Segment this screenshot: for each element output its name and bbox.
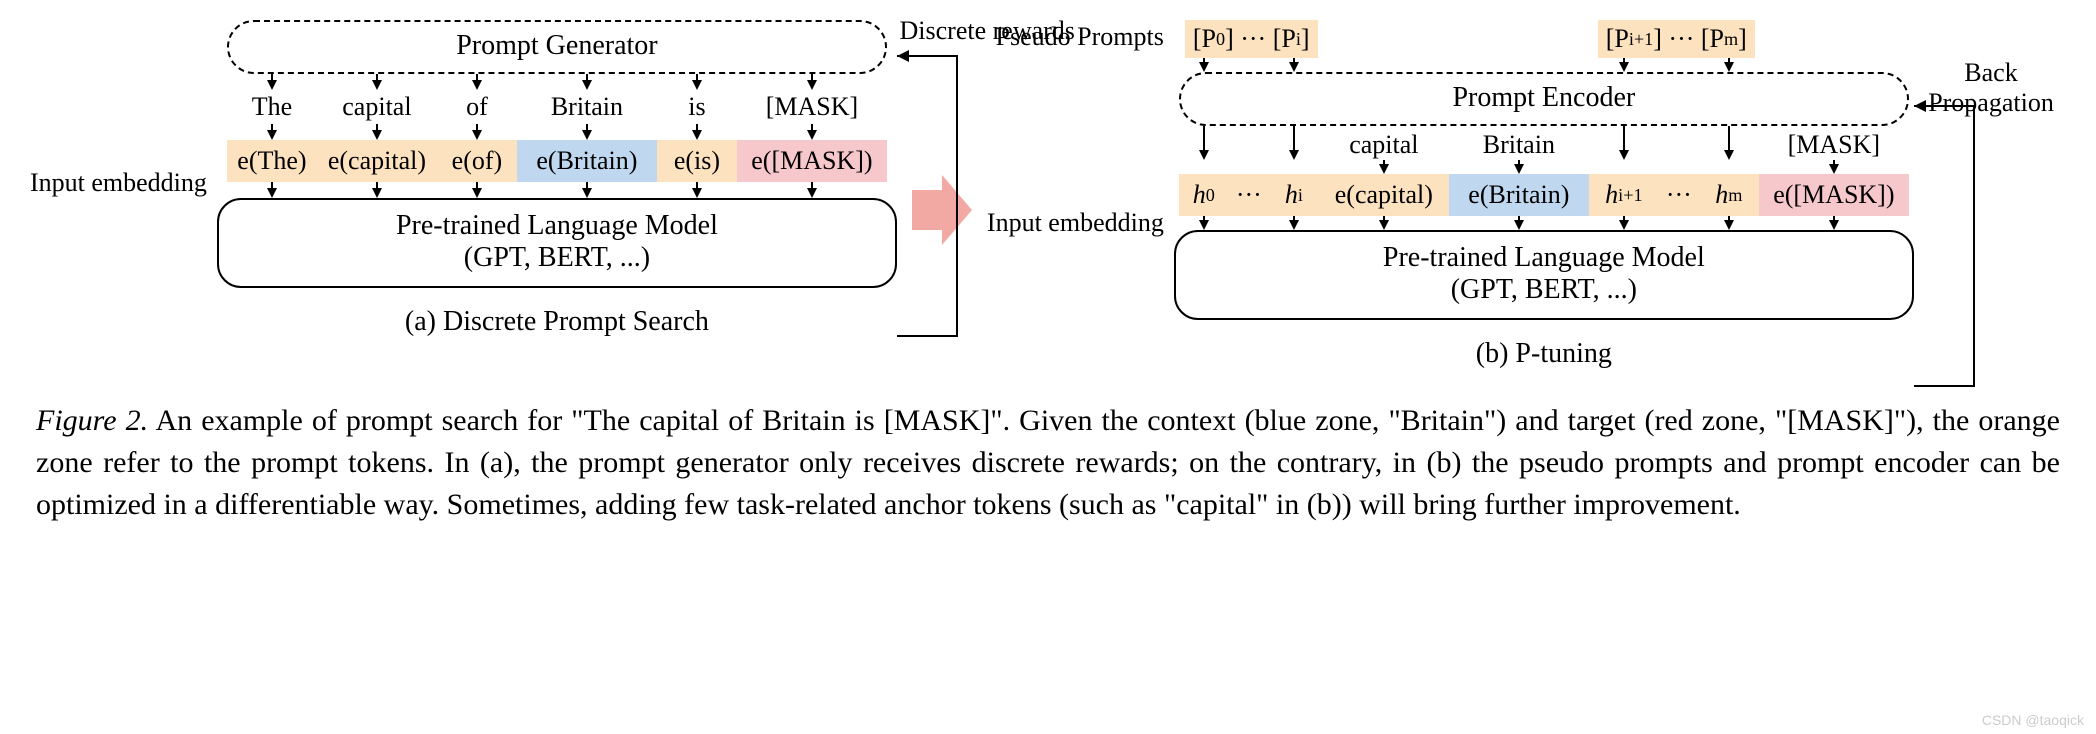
figure-panels: Input embedding Discrete rewards Prompt … [30,20,2066,370]
embedding-cell: e(Britain) [517,140,657,182]
model-line1-left: Pre-trained Language Model [396,210,718,242]
pseudo-prompt-row: [P0] ··· [Pi] [Pi+1] ··· [Pm] [1179,20,1909,58]
prompt-generator-label: Prompt Generator [456,30,657,62]
discrete-rewards-label: Discrete rewards [900,16,1075,46]
embedding-cell: h0 [1179,174,1229,216]
embedding-row-left: e(The)e(capital)e(of)e(Britain)e(is)e([M… [227,140,887,182]
embedding-cell: e(capital) [1319,174,1449,216]
embedding-cell: e(Britain) [1449,174,1589,216]
model-line1-right: Pre-trained Language Model [1383,242,1705,274]
embedding-cell: hi [1269,174,1319,216]
token: [MASK] [737,90,887,124]
token-row-left: ThecapitalofBritainis[MASK] [227,90,887,124]
embedding-cell: ··· [1659,174,1699,216]
token: of [437,90,517,124]
left-panel: Input embedding Discrete rewards Prompt … [30,20,897,338]
model-line2-right: (GPT, BERT, ...) [1451,274,1637,306]
right-panel: Pseudo Prompts Input embedding Back Prop… [987,20,1914,370]
panel-caption-right: (b) P-tuning [1476,338,1612,370]
arrows-tokens-to-emb-right [1179,160,1909,174]
arrows-tokens-to-emb [227,124,887,140]
arrows-gen-to-tokens [227,74,887,90]
language-model-box-left: Pre-trained Language Model (GPT, BERT, .… [217,198,897,288]
embedding-cell: e([MASK]) [737,140,887,182]
embedding-cell: hi+1 [1589,174,1659,216]
embedding-cell: e(is) [657,140,737,182]
panel-caption-left: (a) Discrete Prompt Search [405,306,709,338]
embedding-cell: hm [1699,174,1759,216]
arrows-emb-to-model-right [1179,216,1909,230]
arrows-pseudo-to-encoder [1179,58,1909,72]
token: The [227,90,317,124]
figure-caption: Figure 2. An example of prompt search fo… [30,400,2066,526]
language-model-box-right: Pre-trained Language Model (GPT, BERT, .… [1174,230,1914,320]
mask-token: [MASK] [1788,130,1880,160]
token: capital [1349,130,1418,160]
token: Britain [1483,130,1555,160]
embedding-row-right: h0···hie(capital)e(Britain)hi+1···hme([M… [1179,174,1909,216]
input-embedding-label-left: Input embedding [30,168,207,198]
input-embedding-label-right: Input embedding [987,208,1164,238]
token: is [657,90,737,124]
caption-body: An example of prompt search for "The cap… [36,404,2060,521]
token: capital [317,90,437,124]
back-propagation-label: Back Propagation [1928,58,2054,118]
embedding-cell: e(of) [437,140,517,182]
embedding-cell: ··· [1229,174,1269,216]
embedding-cell: e([MASK]) [1759,174,1909,216]
embedding-cell: e(capital) [317,140,437,182]
prompt-generator-box: Prompt Generator [227,20,887,74]
model-line2-left: (GPT, BERT, ...) [464,242,650,274]
token-row-right: capital Britain [MASK] [1179,126,1909,160]
prompt-encoder-label: Prompt Encoder [1452,82,1635,114]
prompt-encoder-box: Prompt Encoder [1179,72,1909,126]
pseudo-prompt-box-2: [Pi+1] ··· [Pm] [1598,20,1755,58]
caption-prefix: Figure 2. [36,404,148,437]
arrows-emb-to-model [227,182,887,198]
watermark: CSDN @taoqick [1982,712,2084,728]
pseudo-prompt-box-1: [P0] ··· [Pi] [1185,20,1318,58]
embedding-cell: e(The) [227,140,317,182]
token: Britain [517,90,657,124]
transition-arrow-icon [907,170,977,255]
